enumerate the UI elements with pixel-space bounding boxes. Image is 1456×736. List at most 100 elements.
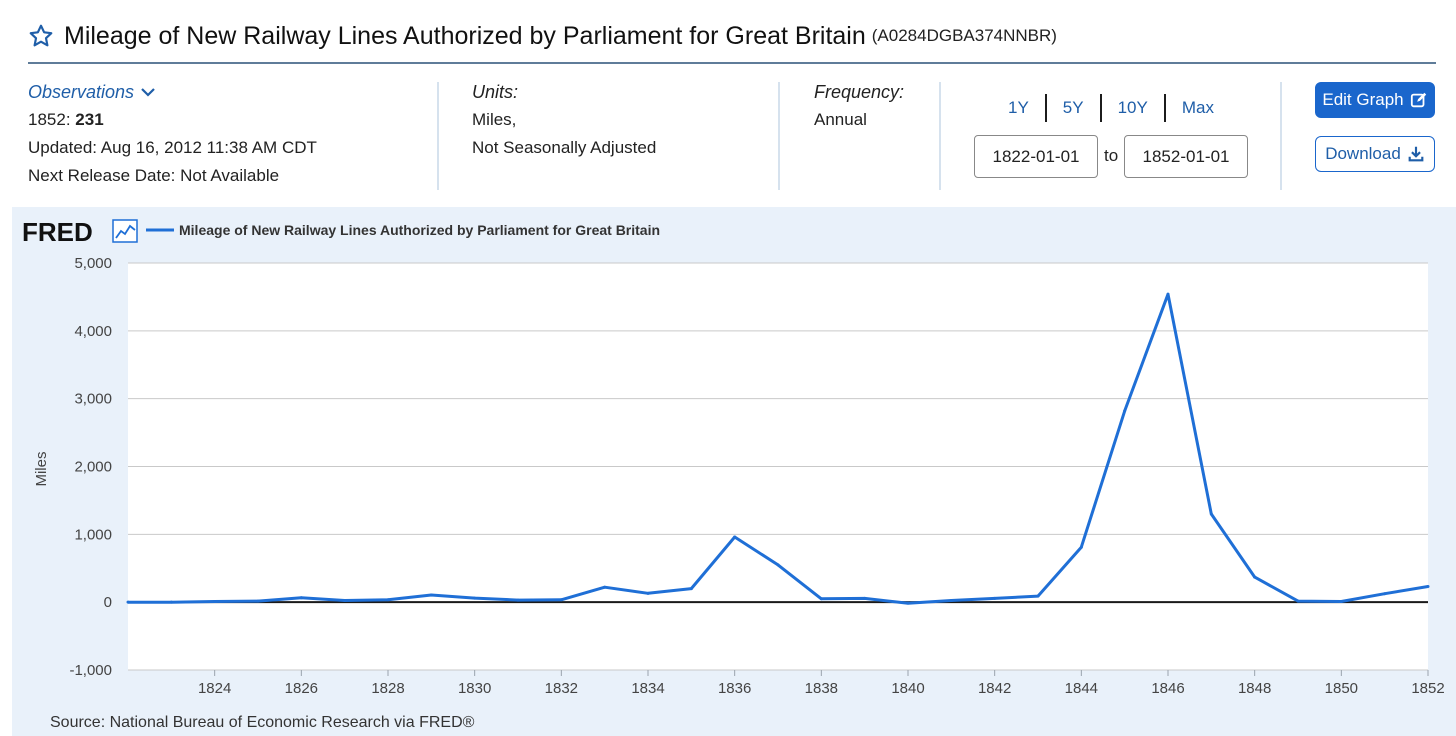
range-links: 1Y 5Y 10Y Max — [992, 94, 1230, 122]
start-date-input[interactable] — [974, 135, 1098, 178]
x-tick-label: 1832 — [545, 680, 578, 697]
data-point — [776, 563, 780, 567]
latest-observation: 1852: 231 — [28, 106, 317, 134]
range-max-link[interactable]: Max — [1163, 94, 1230, 122]
data-point — [559, 598, 563, 602]
data-point — [169, 600, 173, 604]
data-point — [863, 596, 867, 600]
meta-divider — [778, 82, 780, 190]
x-tick-label: 1828 — [371, 680, 404, 697]
fred-logo-text: FRED — [22, 217, 93, 247]
meta-divider — [939, 82, 941, 190]
legend-label: Mileage of New Railway Lines Authorized … — [179, 222, 660, 238]
range-10y-link[interactable]: 10Y — [1099, 94, 1164, 122]
data-point — [1426, 584, 1430, 588]
end-date-input[interactable] — [1124, 135, 1248, 178]
data-point — [1166, 292, 1170, 296]
data-point — [516, 598, 520, 602]
edit-graph-button[interactable]: Edit Graph — [1315, 82, 1435, 118]
x-tick-label: 1852 — [1411, 680, 1444, 697]
frequency-column: Frequency: Annual — [814, 78, 904, 134]
page-title: Mileage of New Railway Lines Authorized … — [64, 21, 866, 50]
edit-icon — [1410, 92, 1426, 108]
data-point — [1339, 599, 1343, 603]
series-meta: Observations 1852: 231 Updated: Aug 16, … — [0, 78, 1456, 196]
observations-label[interactable]: Observations — [28, 82, 135, 102]
data-point — [1079, 545, 1083, 549]
x-tick-label: 1838 — [805, 680, 838, 697]
data-point — [1036, 594, 1040, 598]
chevron-down-icon[interactable] — [140, 86, 156, 98]
data-point — [689, 587, 693, 591]
x-tick-label: 1848 — [1238, 680, 1271, 697]
data-point — [343, 598, 347, 602]
chart-panel: FRED Mileage of New Railway Lines Author… — [12, 207, 1456, 736]
data-point — [126, 600, 130, 604]
x-tick-label: 1844 — [1065, 680, 1098, 697]
meta-divider — [437, 82, 439, 190]
observations-toggle[interactable]: Observations — [28, 78, 317, 106]
data-point — [473, 596, 477, 600]
data-point — [429, 593, 433, 597]
frequency-label: Frequency: — [814, 82, 905, 102]
data-point — [1383, 592, 1387, 596]
x-tick-label: 1842 — [978, 680, 1011, 697]
data-point — [386, 598, 390, 602]
download-label: Download — [1325, 144, 1401, 163]
y-tick-label: 3,000 — [74, 391, 112, 408]
x-tick-label: 1840 — [891, 680, 924, 697]
series-id: (A0284DGBA374NNBR) — [871, 26, 1057, 45]
range-5y-link[interactable]: 5Y — [1044, 94, 1100, 122]
data-point — [906, 601, 910, 605]
source-note: Source: National Bureau of Economic Rese… — [50, 714, 475, 731]
units-column: Units: Miles, Not Seasonally Adjusted — [472, 78, 656, 162]
data-point — [993, 596, 997, 600]
y-tick-label: 1,000 — [74, 526, 112, 543]
title-row: Mileage of New Railway Lines Authorized … — [28, 18, 1057, 54]
x-tick-label: 1830 — [458, 680, 491, 697]
data-point — [1296, 599, 1300, 603]
latest-date: 1852: — [28, 110, 71, 129]
download-button[interactable]: Download — [1315, 136, 1435, 172]
frequency-value: Annual — [814, 110, 867, 129]
updated-text: Updated: Aug 16, 2012 11:38 AM CDT — [28, 138, 317, 157]
y-tick-label: 0 — [104, 594, 112, 611]
data-point — [603, 585, 607, 589]
x-tick-label: 1824 — [198, 680, 231, 697]
meta-divider — [1280, 82, 1282, 190]
y-axis-label: Miles — [33, 451, 50, 486]
title-divider — [28, 62, 1436, 64]
x-tick-label: 1826 — [285, 680, 318, 697]
range-1y-link[interactable]: 1Y — [1008, 98, 1029, 117]
fred-logo: FRED — [22, 217, 138, 247]
star-icon[interactable] — [28, 23, 54, 49]
y-tick-label: -1,000 — [69, 662, 112, 679]
units-line-1: Miles, — [472, 110, 517, 129]
y-tick-label: 2,000 — [74, 459, 112, 476]
data-point — [299, 596, 303, 600]
data-point — [819, 597, 823, 601]
to-label: to — [1104, 146, 1119, 165]
download-icon — [1408, 146, 1424, 162]
chart: FRED Mileage of New Railway Lines Author… — [22, 217, 1445, 697]
data-point — [949, 598, 953, 602]
y-tick-label: 5,000 — [74, 255, 112, 272]
data-point — [256, 599, 260, 603]
data-point — [646, 591, 650, 595]
x-tick-label: 1834 — [631, 680, 664, 697]
data-point — [733, 535, 737, 539]
chart-icon — [112, 219, 138, 243]
data-point — [1123, 409, 1127, 413]
next-release-text: Next Release Date: Not Available — [28, 166, 280, 185]
data-point — [213, 599, 217, 603]
data-point — [1253, 575, 1257, 579]
latest-value: 231 — [75, 110, 104, 129]
x-tick-label: 1836 — [718, 680, 751, 697]
y-tick-label: 4,000 — [74, 323, 112, 340]
x-tick-label: 1850 — [1325, 680, 1358, 697]
units-label: Units: — [472, 82, 519, 102]
x-tick-label: 1846 — [1151, 680, 1184, 697]
units-line-2: Not Seasonally Adjusted — [472, 138, 657, 157]
observations-column: Observations 1852: 231 Updated: Aug 16, … — [28, 78, 317, 190]
data-point — [1209, 512, 1213, 516]
